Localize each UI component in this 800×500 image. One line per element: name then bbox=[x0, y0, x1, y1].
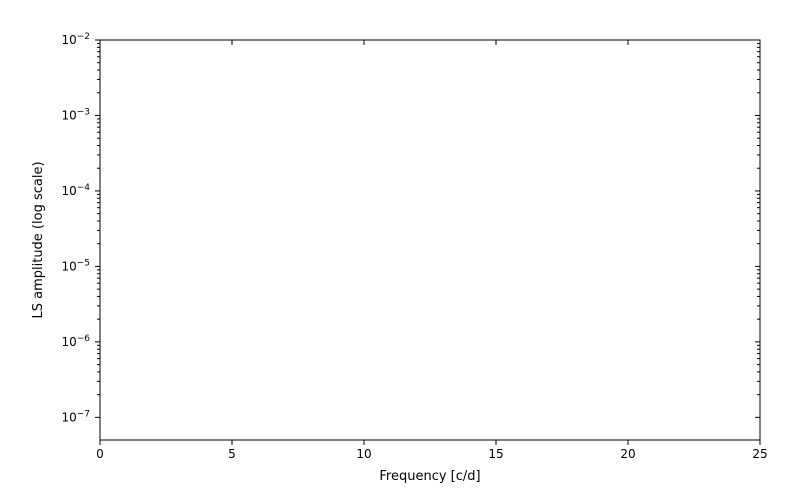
y-tick-label: 10−7 bbox=[61, 409, 90, 424]
y-tick-label: 10−4 bbox=[61, 183, 90, 198]
chart-container: 0 5 10 15 20 25 10−7 10−6 10−5 10−4 10−3 10−2 Freq… bbox=[0, 0, 800, 500]
x-tick-label: 20 bbox=[620, 447, 635, 461]
y-tick-label: 10−2 bbox=[61, 32, 90, 47]
x-tick-label: 0 bbox=[96, 447, 104, 461]
x-axis: 0 5 10 15 20 25 bbox=[96, 40, 767, 461]
x-tick-label: 5 bbox=[228, 447, 236, 461]
x-tick-label: 25 bbox=[752, 447, 767, 461]
plot-border bbox=[100, 40, 760, 440]
x-axis-label: Frequency [c/d] bbox=[379, 469, 480, 484]
x-tick-label: 10 bbox=[356, 447, 371, 461]
y-tick-label: 10−3 bbox=[61, 107, 90, 122]
y-axis: 10−7 10−6 10−5 10−4 10−3 10−2 bbox=[61, 32, 760, 424]
y-axis-label: LS amplitude (log scale) bbox=[31, 161, 46, 318]
x-tick-label: 15 bbox=[488, 447, 503, 461]
periodogram-chart: 0 5 10 15 20 25 10−7 10−6 10−5 10−4 10−3 10−2 Freq… bbox=[0, 0, 800, 500]
y-tick-label: 10−6 bbox=[61, 334, 90, 349]
y-tick-label: 10−5 bbox=[61, 258, 90, 273]
